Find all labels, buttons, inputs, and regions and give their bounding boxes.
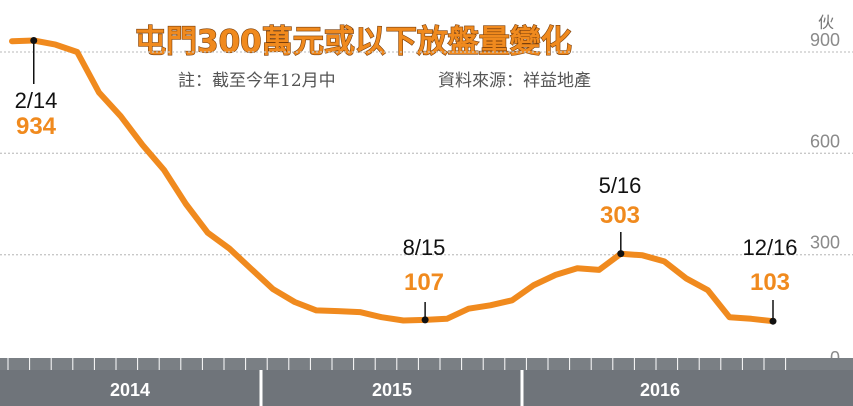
annotation-date-label: 12/16 bbox=[742, 235, 797, 260]
annotation-value-label: 934 bbox=[16, 113, 57, 140]
x-axis-band-bar bbox=[0, 370, 853, 406]
annotation-date-label: 2/14 bbox=[15, 88, 58, 113]
series-layer bbox=[9, 37, 776, 325]
annotation-point bbox=[769, 317, 777, 325]
annotation-value-label: 303 bbox=[600, 202, 640, 229]
chart-title: 屯門300萬元或以下放盤量變化 bbox=[135, 24, 572, 60]
grid-layer: 9006003000 bbox=[0, 30, 853, 368]
x-axis-band: 2014 2015 2016 bbox=[0, 358, 853, 406]
y-unit-label: 伙 bbox=[818, 13, 834, 32]
annotation-date-label: 8/15 bbox=[403, 235, 446, 260]
series-line bbox=[9, 37, 776, 325]
y-tick-label: 300 bbox=[810, 233, 840, 253]
chart-note: 註：截至今年12月中 bbox=[178, 71, 336, 91]
annotation-point bbox=[30, 37, 38, 45]
annotation-point bbox=[617, 250, 625, 258]
annotation-point bbox=[421, 316, 429, 324]
x-category-label: 2015 bbox=[372, 380, 412, 400]
x-category-label: 2014 bbox=[110, 380, 150, 400]
y-tick-label: 900 bbox=[810, 30, 840, 50]
y-tick-label: 600 bbox=[810, 131, 840, 151]
chart-source: 資料來源：祥益地產 bbox=[438, 71, 591, 91]
annotation-value-label: 107 bbox=[404, 269, 444, 296]
x-category-label: 2016 bbox=[640, 380, 680, 400]
annotation-value-label: 103 bbox=[750, 269, 790, 296]
annotation-date-label: 5/16 bbox=[599, 173, 642, 198]
x-axis-tick-strip bbox=[0, 358, 853, 370]
